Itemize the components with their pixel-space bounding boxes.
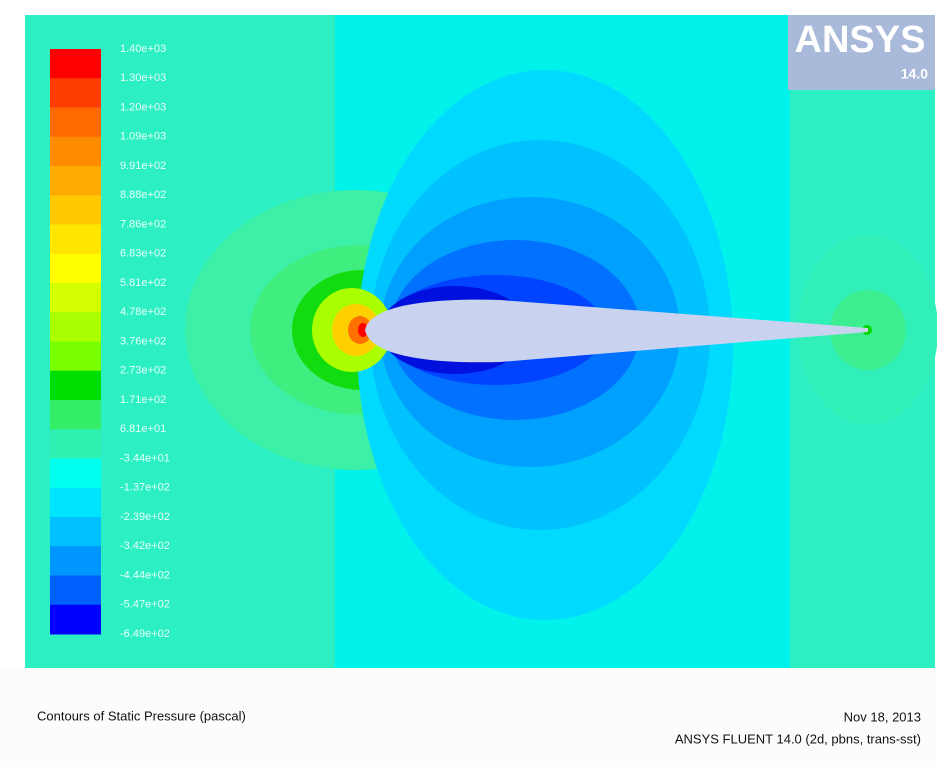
- colorbar-label: -3.42e+02: [120, 540, 170, 552]
- colorbar-label: 2.73e+02: [120, 365, 166, 377]
- colorbar-label: 3.76e+02: [120, 335, 166, 347]
- colorbar-swatch: [50, 517, 101, 547]
- colorbar: 1.40e+03 1.30e+03 1.20e+03 1.09e+03 9.91e+02…: [50, 43, 170, 640]
- colorbar-label: -1.37e+02: [120, 482, 170, 494]
- colorbar-swatch: [50, 458, 101, 489]
- colorbar-swatch: [50, 253, 101, 284]
- colorbar-swatch: [50, 283, 101, 313]
- colorbar-swatch: [50, 400, 101, 430]
- colorbar-swatch: [50, 78, 101, 108]
- footer-date: Nov 18, 2013: [844, 709, 921, 724]
- footer: [0, 668, 937, 767]
- colorbar-swatch: [50, 370, 101, 401]
- contour-plot: [25, 15, 937, 668]
- logo-box: [788, 15, 935, 90]
- colorbar-label: 7.86e+02: [120, 218, 166, 230]
- colorbar-label: -6.49e+02: [120, 628, 170, 640]
- colorbar-swatch: [50, 312, 101, 342]
- colorbar-label: 6.83e+02: [120, 248, 166, 260]
- colorbar-label: 1.40e+03: [120, 43, 166, 55]
- colorbar-swatch: [50, 487, 101, 518]
- colorbar-label: 4.78e+02: [120, 306, 166, 318]
- colorbar-label: -2.39e+02: [120, 511, 170, 523]
- colorbar-swatch: [50, 224, 101, 255]
- colorbar-label: -4.44e+02: [120, 569, 170, 581]
- colorbar-swatch: [50, 429, 101, 459]
- logo-name: ANSYS: [795, 19, 926, 61]
- colorbar-swatch: [50, 195, 101, 225]
- colorbar-label: 1.09e+03: [120, 131, 166, 143]
- contour: [358, 323, 368, 337]
- colorbar-label: 1.71e+02: [120, 394, 166, 406]
- colorbar-swatch: [50, 341, 101, 372]
- colorbar-label: -5.47e+02: [120, 599, 170, 611]
- logo: ANSYS 14.0: [788, 15, 935, 90]
- colorbar-label: -3.44e+01: [120, 452, 170, 464]
- colorbar-label: 9.91e+02: [120, 160, 166, 172]
- colorbar-label: 8.88e+02: [120, 189, 166, 201]
- footer-software: ANSYS FLUENT 14.0 (2d, pbns, trans-sst): [675, 731, 921, 746]
- colorbar-swatch: [50, 575, 101, 606]
- colorbar-swatch: [50, 107, 101, 138]
- colorbar-swatch: [50, 136, 101, 167]
- colorbar-label: 6.81e+01: [120, 423, 166, 435]
- footer-title: Contours of Static Pressure (pascal): [37, 708, 246, 723]
- colorbar-swatch: [50, 604, 101, 635]
- airfoil: [365, 299, 868, 363]
- colorbar-label: 1.30e+03: [120, 72, 166, 84]
- colorbar-label: 5.81e+02: [120, 277, 166, 289]
- colorbar-swatch: [50, 166, 101, 196]
- colorbar-swatch: [50, 546, 101, 576]
- colorbar-label: 1.20e+03: [120, 101, 166, 113]
- logo-version: 14.0: [901, 66, 928, 82]
- colorbar-swatch: [50, 49, 101, 79]
